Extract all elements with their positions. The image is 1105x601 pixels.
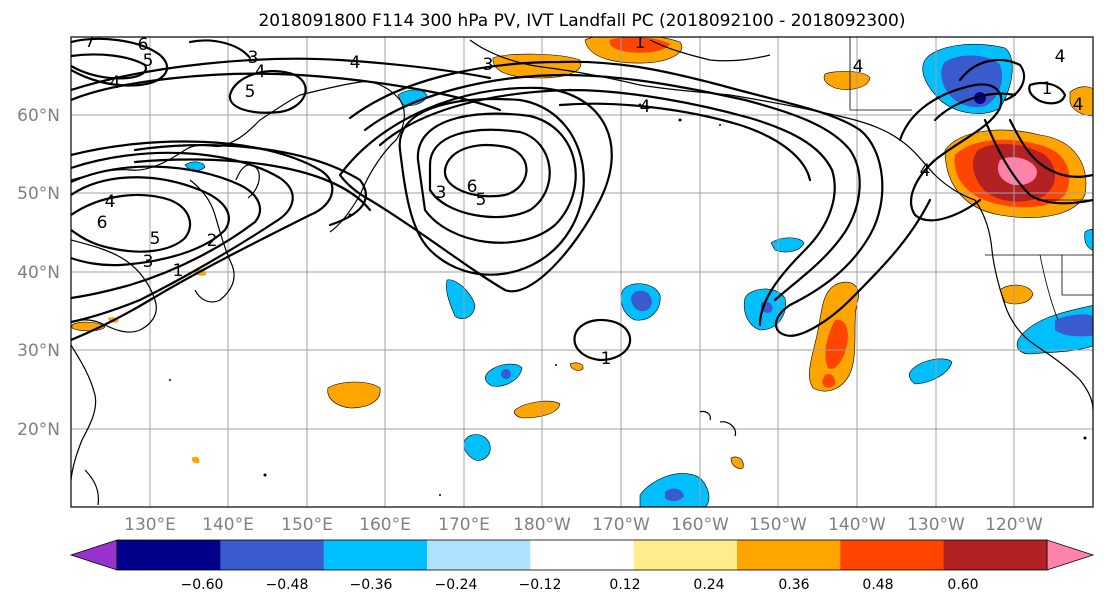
colorbar-tick-label: −0.12 xyxy=(519,577,562,593)
contour-label: 3 xyxy=(248,48,259,68)
lat-label: 60°N xyxy=(17,106,60,126)
colorbar-segment xyxy=(633,540,738,570)
contour-labels: 7 6 5 4 3 5 4 3 4 1 1 4 4 6 5 3 6 4 5 3 … xyxy=(85,32,1084,369)
contour-label: 4 xyxy=(105,192,116,212)
negative-anomaly-midpacific-north xyxy=(770,237,805,253)
negative-anomaly-wake xyxy=(446,279,476,319)
colorbar-frame xyxy=(116,539,1048,571)
colorbar-tick-label: 0.12 xyxy=(609,577,640,593)
lon-label: 170°E xyxy=(438,515,490,535)
contour-label: 3 xyxy=(436,183,447,203)
colorbar-extend-low xyxy=(69,539,118,571)
colorbar-tick-labels: −0.60 −0.48 −0.36 −0.24 −0.12 0.12 0.24 … xyxy=(181,577,979,593)
coastlines xyxy=(71,39,1093,506)
colorbar-tick-label: 0.36 xyxy=(778,577,809,593)
lat-label: 20°N xyxy=(17,420,60,440)
contour-label: 1 xyxy=(1042,79,1053,99)
lon-label: 180°W xyxy=(513,515,571,535)
negative-anomaly-subtropical-east xyxy=(908,358,953,385)
positive-anomaly-california xyxy=(999,284,1034,305)
lon-label: 150°W xyxy=(749,515,807,535)
colorbar-segment xyxy=(427,540,531,570)
ivt-shading xyxy=(71,37,1093,507)
lon-label: 130°W xyxy=(907,515,965,535)
contour-label: 1 xyxy=(635,33,646,53)
lon-label: 140°W xyxy=(828,515,886,535)
colorbar-tick-label: 0.48 xyxy=(862,577,893,593)
contour-label: 3 xyxy=(483,55,494,75)
lat-label: 30°N xyxy=(17,341,60,361)
negative-anomaly-tropical-west xyxy=(463,434,491,461)
colorbar-tick-label: −0.60 xyxy=(181,577,224,593)
positive-anomaly-northwest xyxy=(944,129,1087,218)
contour-label: 4 xyxy=(1073,95,1084,115)
contour-label: 1 xyxy=(173,261,184,281)
contour-label: 4 xyxy=(853,57,864,77)
contour-label: 5 xyxy=(476,190,487,210)
contour-label: 6 xyxy=(138,35,149,55)
colorbar-tick-label: 0.60 xyxy=(947,577,978,593)
colorbar-tick-label: −0.36 xyxy=(350,577,393,593)
colorbar-tick-label: −0.24 xyxy=(435,577,478,593)
contour-label: 4 xyxy=(350,53,361,73)
contour-label: 4 xyxy=(920,161,931,181)
colorbar-segments xyxy=(117,540,1048,570)
colorbar-segment xyxy=(220,540,325,570)
positive-anomaly-philippine xyxy=(191,456,200,464)
colorbar-tick-label: 0.24 xyxy=(693,577,724,593)
map-panel: 7 6 5 4 3 5 4 3 4 1 1 4 4 6 5 3 6 4 5 3 … xyxy=(71,32,1093,507)
contour-label: 7 xyxy=(85,32,96,52)
lon-label: 170°W xyxy=(592,515,650,535)
lat-label: 40°N xyxy=(17,263,60,283)
colorbar-extend-high xyxy=(1046,539,1095,571)
contour-label: 6 xyxy=(467,177,478,197)
contour-label: 4 xyxy=(255,62,266,82)
positive-anomaly-west-subtropic xyxy=(327,381,381,409)
colorbar-segment xyxy=(323,540,428,570)
colorbar-segment xyxy=(530,540,635,570)
lon-label: 120°W xyxy=(985,515,1043,535)
contour-label: 5 xyxy=(143,51,154,71)
contour-label: 5 xyxy=(150,229,161,249)
lat-label: 50°N xyxy=(17,184,60,204)
contour-label: 4 xyxy=(640,97,651,117)
colorbar-tick-label: −0.48 xyxy=(266,577,309,593)
lon-label: 150°E xyxy=(281,515,333,535)
colorbar-segment xyxy=(840,540,945,570)
negative-anomaly-marshall xyxy=(484,363,523,387)
contour-label: 1 xyxy=(601,349,612,369)
negative-anomaly-north-rockies xyxy=(1084,229,1093,251)
contour-label: 2 xyxy=(207,231,218,251)
pv-contours xyxy=(71,37,1093,362)
colorbar-segment xyxy=(117,540,221,570)
lon-label: 140°E xyxy=(202,515,254,535)
lon-label: 160°E xyxy=(359,515,411,535)
lon-label: 130°E xyxy=(124,515,176,535)
contour-label: 4 xyxy=(110,73,121,93)
map-frame xyxy=(70,36,1094,508)
contour-label: 6 xyxy=(97,213,108,233)
colorbar-segment xyxy=(943,540,1048,570)
positive-anomaly-canada xyxy=(1069,86,1093,116)
colorbar: −0.60 −0.48 −0.36 −0.24 −0.12 0.12 0.24 … xyxy=(69,539,1095,593)
lon-label: 160°W xyxy=(671,515,729,535)
contour-label: 3 xyxy=(143,252,154,272)
figure-title: 2018091800 F114 300 hPa PV, IVT Landfall… xyxy=(258,11,905,31)
negative-anomaly-central-pacific xyxy=(620,283,661,321)
latitude-labels: 60°N 50°N 40°N 30°N 20°N xyxy=(17,106,60,440)
contour-label: 5 xyxy=(245,82,256,102)
contour-label: 4 xyxy=(1055,47,1066,67)
longitude-labels: 130°E 140°E 150°E 160°E 170°E 180°W 170°… xyxy=(124,515,1043,535)
colorbar-segment xyxy=(737,540,841,570)
positive-anomaly-hawaii-south xyxy=(730,456,744,469)
positive-anomaly-dot xyxy=(569,362,584,371)
positive-anomaly-mid-subtropic xyxy=(513,400,561,419)
political-borders xyxy=(849,37,1093,321)
